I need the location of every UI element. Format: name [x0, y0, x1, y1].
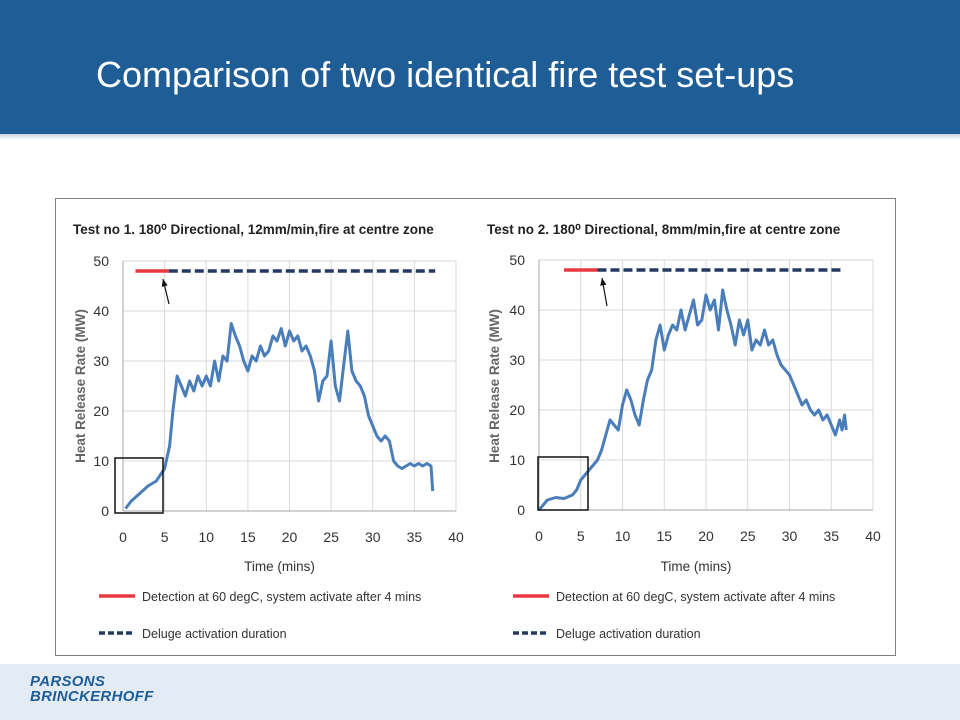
y-tick-label: 50 — [93, 253, 109, 269]
x-tick-label: 40 — [448, 529, 464, 545]
y-tick-label: 50 — [509, 252, 525, 268]
series-heat-release-line — [537, 288, 848, 511]
y-tick-label: 40 — [93, 303, 109, 319]
x-tick-label: 5 — [161, 529, 169, 545]
annotation-box — [537, 456, 589, 511]
x-tick-label: 20 — [282, 529, 298, 545]
legend-deluge-label: Deluge activation duration — [142, 627, 287, 641]
y-tick-label: 30 — [93, 353, 109, 369]
legend-deluge-label: Deluge activation duration — [556, 627, 701, 641]
title-bar — [0, 0, 960, 134]
x-tick-label: 40 — [865, 528, 881, 544]
x-axis-label: Time (mins) — [661, 559, 732, 574]
title-bar-shadow — [0, 134, 960, 140]
x-tick-label: 30 — [782, 528, 798, 544]
chart-test-2: Test no 2. 180⁰ Directional, 8mm/min,fir… — [487, 222, 881, 641]
legend-detection-label: Detection at 60 degC, system activate af… — [142, 590, 421, 604]
x-tick-label: 15 — [240, 529, 256, 545]
x-tick-label: 15 — [656, 528, 672, 544]
y-axis-label: Heat Release Rate (MW) — [487, 309, 502, 463]
x-tick-label: 5 — [577, 528, 585, 544]
y-tick-label: 10 — [509, 452, 525, 468]
x-tick-label: 0 — [119, 529, 127, 545]
y-tick-label: 10 — [93, 453, 109, 469]
x-tick-label: 20 — [698, 528, 714, 544]
x-tick-label: 25 — [740, 528, 756, 544]
company-logo: PARSONS BRINCKERHOFF — [30, 674, 154, 704]
logo-line-2: BRINCKERHOFF — [30, 688, 154, 705]
x-tick-label: 35 — [823, 528, 839, 544]
annotation-box — [114, 457, 164, 514]
y-axis-label: Heat Release Rate (MW) — [73, 309, 88, 463]
charts-svg: Test no 1. 180⁰ Directional, 12mm/min,fi… — [73, 222, 881, 641]
legend-detection-label: Detection at 60 degC, system activate af… — [556, 590, 835, 604]
logo-line-1: PARSONS — [30, 673, 106, 690]
annotation-arrowhead — [600, 278, 607, 286]
x-tick-label: 0 — [535, 528, 543, 544]
chart-figure-frame: Test no 1. 180⁰ Directional, 12mm/min,fi… — [55, 198, 896, 656]
slide-title: Comparison of two identical fire test se… — [96, 54, 795, 95]
series-heat-release-line — [124, 322, 435, 510]
footer-bar — [0, 664, 960, 720]
x-axis-label: Time (mins) — [244, 559, 315, 574]
x-tick-label: 10 — [198, 529, 214, 545]
y-tick-label: 30 — [509, 352, 525, 368]
annotation-arrowhead — [161, 279, 168, 287]
chart-title: Test no 1. 180⁰ Directional, 12mm/min,fi… — [73, 222, 434, 237]
x-tick-label: 30 — [365, 529, 381, 545]
chart-test-1: Test no 1. 180⁰ Directional, 12mm/min,fi… — [73, 222, 464, 641]
chart-title: Test no 2. 180⁰ Directional, 8mm/min,fir… — [487, 222, 841, 237]
y-tick-label: 20 — [93, 403, 109, 419]
y-tick-label: 40 — [509, 302, 525, 318]
x-tick-label: 25 — [323, 529, 339, 545]
x-tick-label: 35 — [407, 529, 423, 545]
y-tick-label: 20 — [509, 402, 525, 418]
y-tick-label: 0 — [517, 502, 525, 518]
x-tick-label: 10 — [615, 528, 631, 544]
y-tick-label: 0 — [101, 503, 109, 519]
